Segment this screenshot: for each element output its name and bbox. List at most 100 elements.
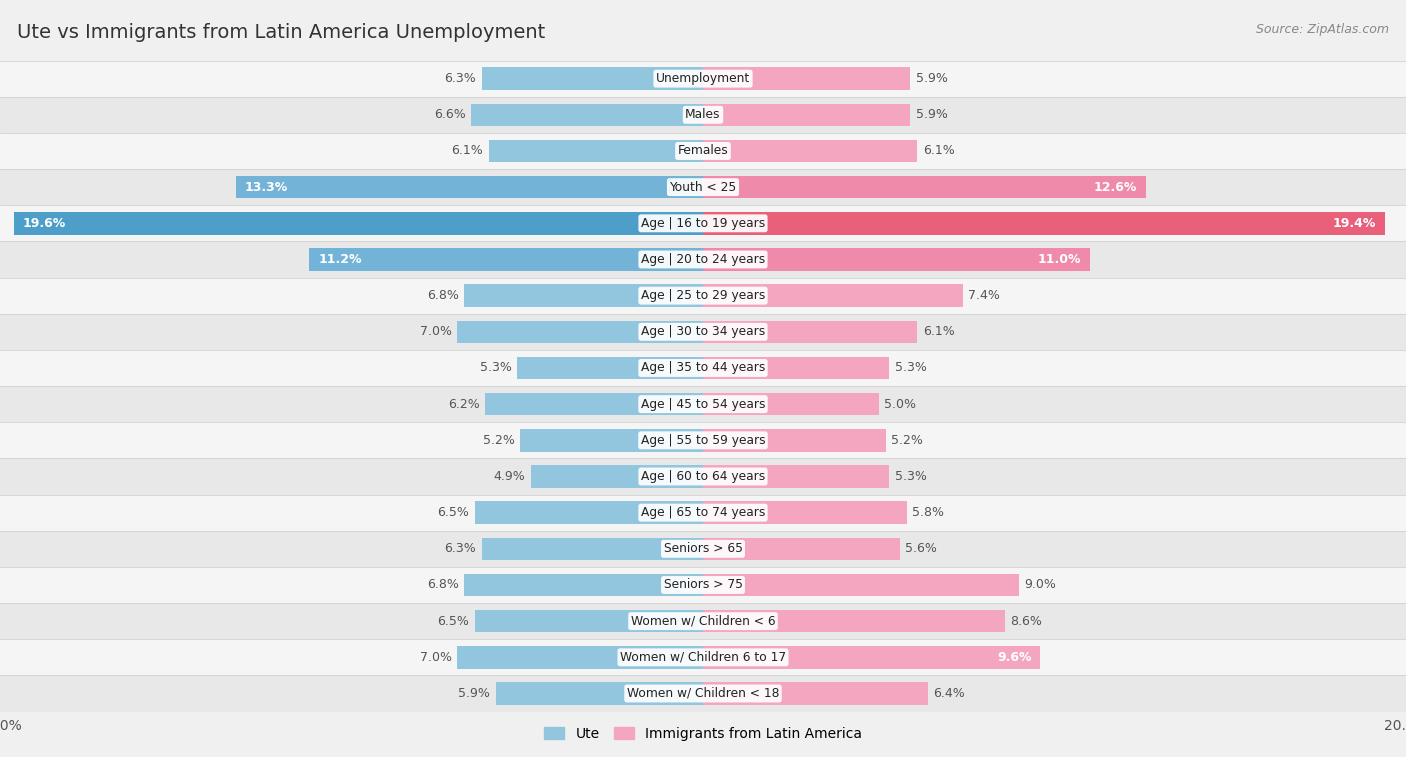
Bar: [457, 321, 703, 343]
Bar: [481, 537, 703, 560]
Text: Age | 55 to 59 years: Age | 55 to 59 years: [641, 434, 765, 447]
Text: 9.6%: 9.6%: [997, 651, 1032, 664]
Text: 5.9%: 5.9%: [458, 687, 491, 700]
Bar: [475, 610, 703, 632]
Text: 11.0%: 11.0%: [1038, 253, 1081, 266]
Bar: [520, 429, 703, 451]
Bar: [703, 466, 889, 488]
Text: Women w/ Children < 18: Women w/ Children < 18: [627, 687, 779, 700]
Text: 9.0%: 9.0%: [1025, 578, 1056, 591]
Bar: [703, 248, 1090, 271]
Text: Age | 30 to 34 years: Age | 30 to 34 years: [641, 326, 765, 338]
Bar: [489, 140, 703, 162]
Text: 5.8%: 5.8%: [912, 506, 945, 519]
Bar: [0, 494, 1406, 531]
Text: 6.8%: 6.8%: [427, 578, 458, 591]
Text: Age | 65 to 74 years: Age | 65 to 74 years: [641, 506, 765, 519]
Text: 7.0%: 7.0%: [419, 326, 451, 338]
Text: 5.9%: 5.9%: [915, 72, 948, 85]
Text: 5.0%: 5.0%: [884, 397, 917, 410]
Text: Males: Males: [685, 108, 721, 121]
Bar: [703, 682, 928, 705]
Text: 6.2%: 6.2%: [449, 397, 479, 410]
Text: Unemployment: Unemployment: [655, 72, 751, 85]
Bar: [236, 176, 703, 198]
Bar: [703, 321, 917, 343]
Text: 11.2%: 11.2%: [318, 253, 361, 266]
Bar: [0, 350, 1406, 386]
Text: 6.6%: 6.6%: [434, 108, 465, 121]
Bar: [457, 646, 703, 668]
Bar: [475, 501, 703, 524]
Bar: [0, 205, 1406, 241]
Bar: [0, 169, 1406, 205]
Bar: [703, 646, 1040, 668]
Bar: [0, 675, 1406, 712]
Text: Age | 25 to 29 years: Age | 25 to 29 years: [641, 289, 765, 302]
Text: 13.3%: 13.3%: [245, 181, 288, 194]
Bar: [703, 67, 911, 90]
Bar: [464, 285, 703, 307]
Text: Age | 35 to 44 years: Age | 35 to 44 years: [641, 362, 765, 375]
Text: 6.3%: 6.3%: [444, 72, 477, 85]
Text: Ute vs Immigrants from Latin America Unemployment: Ute vs Immigrants from Latin America Une…: [17, 23, 546, 42]
Bar: [0, 133, 1406, 169]
Bar: [14, 212, 703, 235]
Text: 5.6%: 5.6%: [905, 542, 936, 556]
Text: 8.6%: 8.6%: [1011, 615, 1042, 628]
Text: 5.3%: 5.3%: [479, 362, 512, 375]
Legend: Ute, Immigrants from Latin America: Ute, Immigrants from Latin America: [538, 721, 868, 746]
Bar: [0, 567, 1406, 603]
Text: Age | 60 to 64 years: Age | 60 to 64 years: [641, 470, 765, 483]
Bar: [0, 97, 1406, 133]
Text: 5.9%: 5.9%: [915, 108, 948, 121]
Bar: [703, 537, 900, 560]
Bar: [0, 386, 1406, 422]
Bar: [0, 278, 1406, 313]
Text: 5.3%: 5.3%: [894, 362, 927, 375]
Text: 6.5%: 6.5%: [437, 615, 470, 628]
Text: 5.2%: 5.2%: [891, 434, 922, 447]
Text: Age | 20 to 24 years: Age | 20 to 24 years: [641, 253, 765, 266]
Bar: [531, 466, 703, 488]
Text: 19.4%: 19.4%: [1333, 217, 1376, 230]
Bar: [703, 574, 1019, 597]
Bar: [517, 357, 703, 379]
Bar: [485, 393, 703, 416]
Bar: [471, 104, 703, 126]
Text: 6.1%: 6.1%: [451, 145, 484, 157]
Text: 6.8%: 6.8%: [427, 289, 458, 302]
Bar: [0, 531, 1406, 567]
Bar: [464, 574, 703, 597]
Bar: [703, 176, 1146, 198]
Bar: [703, 610, 1005, 632]
Bar: [703, 429, 886, 451]
Bar: [0, 61, 1406, 97]
Bar: [481, 67, 703, 90]
Bar: [703, 357, 889, 379]
Text: 5.2%: 5.2%: [484, 434, 515, 447]
Text: Youth < 25: Youth < 25: [669, 181, 737, 194]
Text: Women w/ Children < 6: Women w/ Children < 6: [631, 615, 775, 628]
Bar: [0, 603, 1406, 639]
Text: 6.1%: 6.1%: [922, 326, 955, 338]
Text: 5.3%: 5.3%: [894, 470, 927, 483]
Text: Source: ZipAtlas.com: Source: ZipAtlas.com: [1256, 23, 1389, 36]
Text: Females: Females: [678, 145, 728, 157]
Text: 19.6%: 19.6%: [22, 217, 66, 230]
Bar: [0, 313, 1406, 350]
Text: 6.1%: 6.1%: [922, 145, 955, 157]
Bar: [703, 140, 917, 162]
Text: Age | 16 to 19 years: Age | 16 to 19 years: [641, 217, 765, 230]
Text: Age | 45 to 54 years: Age | 45 to 54 years: [641, 397, 765, 410]
Text: 6.5%: 6.5%: [437, 506, 470, 519]
Text: Women w/ Children 6 to 17: Women w/ Children 6 to 17: [620, 651, 786, 664]
Bar: [0, 241, 1406, 278]
Bar: [0, 639, 1406, 675]
Bar: [0, 422, 1406, 459]
Text: Seniors > 65: Seniors > 65: [664, 542, 742, 556]
Bar: [0, 459, 1406, 494]
Bar: [496, 682, 703, 705]
Bar: [703, 285, 963, 307]
Text: 12.6%: 12.6%: [1094, 181, 1137, 194]
